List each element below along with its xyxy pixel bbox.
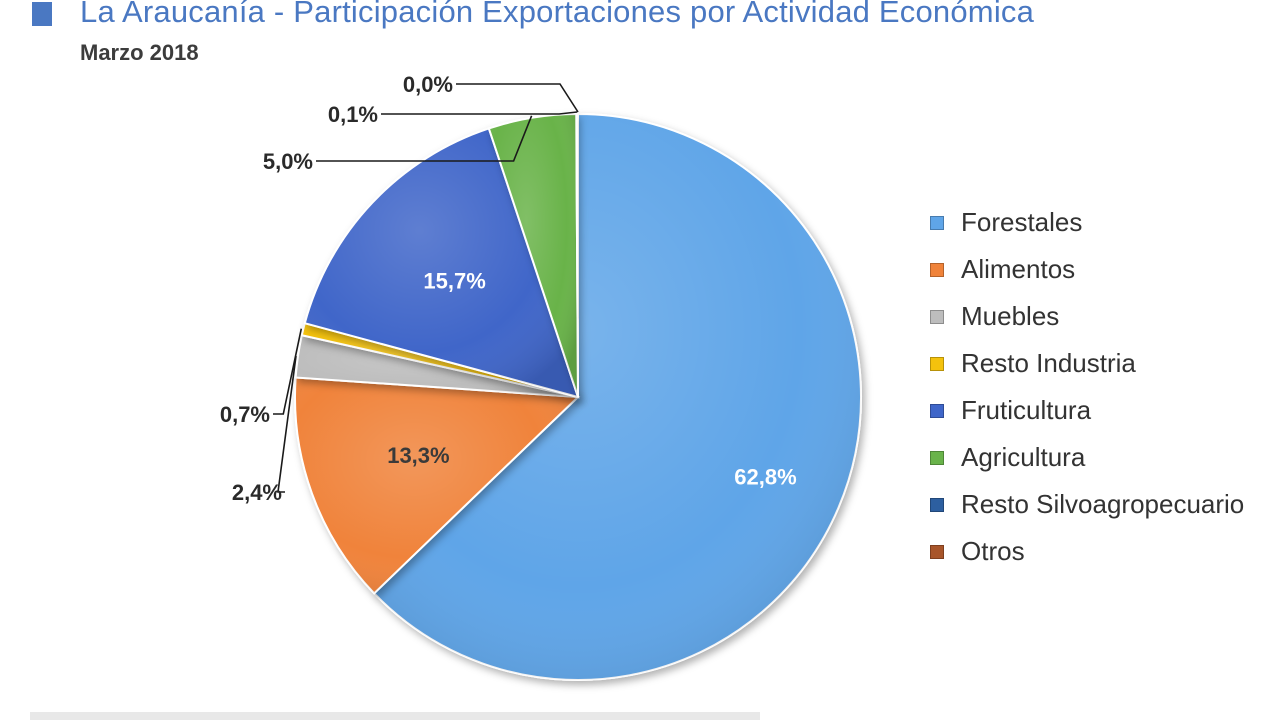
legend-item-fruticultura: Fruticultura	[930, 387, 1244, 434]
chart-legend: Forestales Alimentos Muebles Resto Industri…	[930, 199, 1244, 575]
legend-label-resto-industria: Resto Industria	[961, 348, 1136, 378]
legend-label-muebles: Muebles	[961, 301, 1060, 331]
legend-swatch-muebles	[930, 309, 944, 324]
pie-slices	[294, 112, 862, 681]
legend-label-otros: Otros	[961, 536, 1025, 566]
legend-label-forestales: Forestales	[961, 207, 1083, 237]
leader-line-agricultura	[316, 115, 533, 162]
data-label-forestales: 62,8%	[734, 465, 796, 490]
legend-label-resto-silvoagropecuario: Resto Silvoagropecuario	[961, 489, 1245, 519]
legend-swatch-agricultura	[930, 450, 944, 465]
pie-slice-sheen-forestales	[374, 114, 862, 681]
data-label-alimentos: 13,3%	[387, 443, 449, 468]
chart-subtitle: Marzo 2018	[80, 40, 199, 65]
chart-header: La Araucanía - Participación Exportacion…	[0, 0, 1280, 80]
legend-item-resto-silvoagropecuario: Resto Silvoagropecuario	[930, 481, 1244, 528]
legend-item-agricultura: Agricultura	[930, 434, 1244, 481]
legend-label-agricultura: Agricultura	[961, 442, 1086, 472]
data-label-muebles: 2,4%	[232, 480, 282, 505]
legend-label-alimentos: Alimentos	[961, 254, 1076, 284]
legend-swatch-resto-industria	[930, 356, 944, 371]
legend-swatch-forestales	[930, 215, 944, 230]
data-label-otros: 0,0%	[403, 72, 453, 97]
chart-title: La Araucanía - Participación Exportacion…	[80, 0, 1035, 29]
pie-slice-sheen-resto-silvoagropecuario	[576, 114, 578, 397]
legend-swatch-fruticultura	[930, 403, 944, 418]
pie-slice-sheen-alimentos	[295, 377, 578, 594]
legend-item-forestales: Forestales	[930, 199, 1244, 246]
leader-line-resto-industria	[273, 328, 303, 415]
leader-lines	[273, 83, 579, 493]
legend-item-alimentos: Alimentos	[930, 246, 1244, 293]
leader-line-muebles	[277, 355, 297, 493]
legend-item-muebles: Muebles	[930, 293, 1244, 340]
pie-slice-sheen-fruticultura	[304, 128, 578, 397]
data-label-resto-silvoagropecuario: 0,1%	[328, 102, 378, 127]
leader-line-otros	[456, 83, 579, 113]
pie-slice-sheen-agricultura	[488, 114, 578, 397]
data-label-fruticultura: 15,7%	[423, 268, 485, 293]
legend-swatch-alimentos	[930, 262, 944, 277]
leader-line-resto-silvoagropecuario	[381, 111, 578, 115]
legend-item-resto-industria: Resto Industria	[930, 340, 1244, 387]
legend-label-fruticultura: Fruticultura	[961, 395, 1092, 425]
data-label-resto-industria: 0,7%	[220, 402, 270, 427]
legend-swatch-resto-silvoagropecuario	[930, 497, 944, 512]
legend-swatch-otros	[930, 544, 944, 559]
data-label-agricultura: 5,0%	[263, 149, 313, 174]
title-marker-icon	[32, 2, 52, 26]
legend-item-otros: Otros	[930, 528, 1244, 575]
data-labels: 62,8% 13,3% 2,4% 0,7% 15,7% 5,0% 0,1% 0,0%	[220, 72, 797, 505]
footer-divider	[30, 712, 760, 720]
